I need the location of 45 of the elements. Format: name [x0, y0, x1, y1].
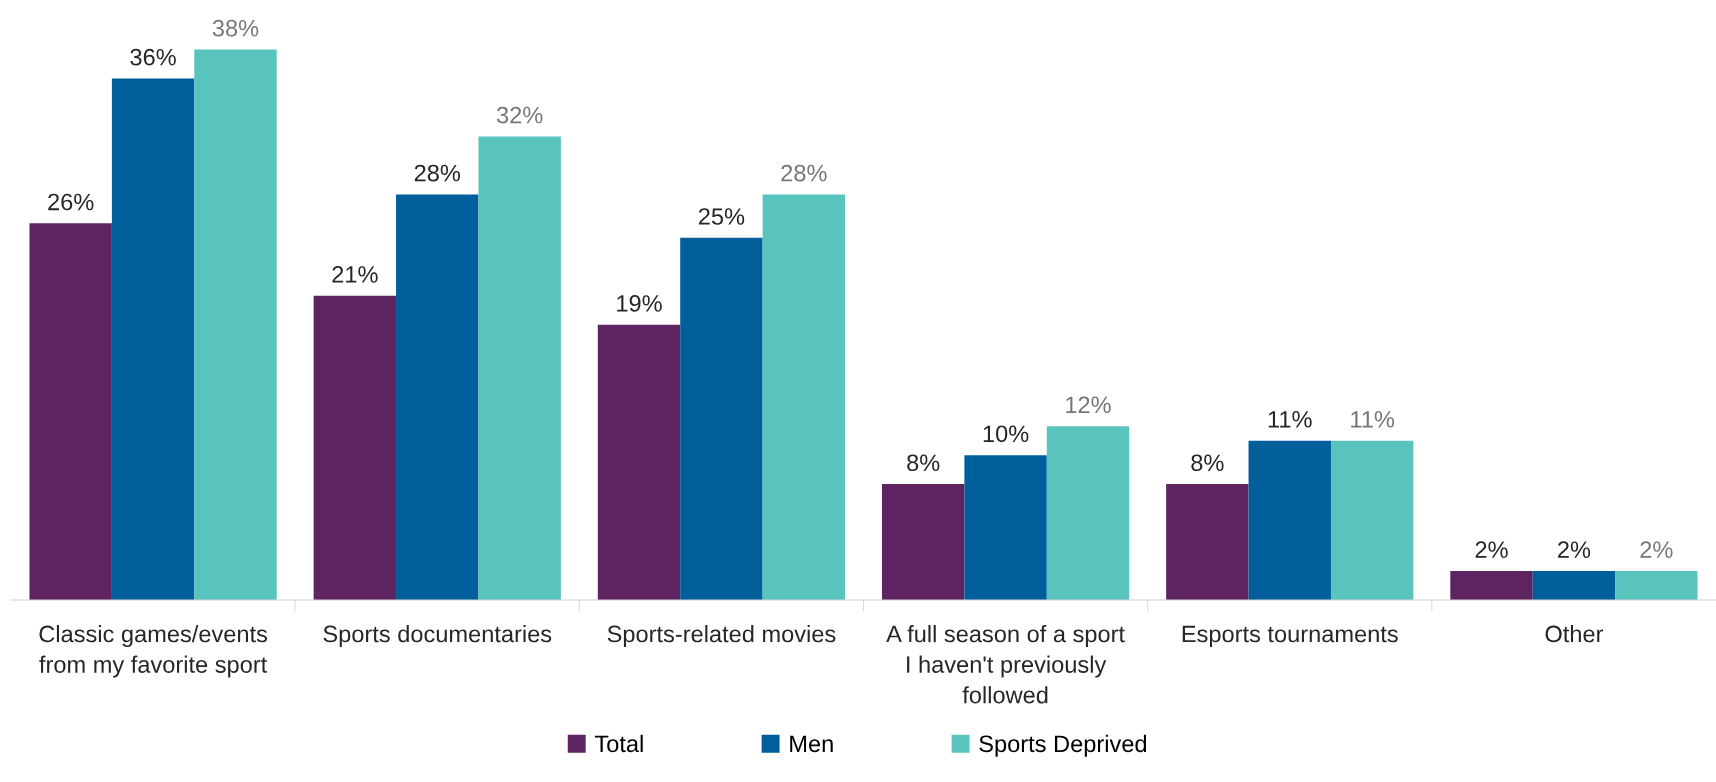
bar — [29, 223, 112, 600]
x-tick-label: Esports tournaments — [1182, 625, 1398, 648]
x-tick-label: Sports documentaries — [323, 625, 552, 648]
bar — [1248, 440, 1331, 600]
data-label: 12% — [1066, 396, 1111, 414]
data-label: 2% — [1558, 541, 1591, 558]
bar — [597, 324, 681, 600]
x-tick-label: A full season of a sport I haven't previously followed — [886, 625, 1125, 704]
bar — [680, 237, 763, 600]
data-label: 2% — [1475, 541, 1508, 558]
x-tick-label: Classic games/events from my favorite sport — [39, 625, 268, 678]
data-label: 2% — [1640, 541, 1673, 558]
data-label: 8% — [907, 454, 940, 472]
legend-label: Sports Deprived — [979, 734, 1147, 757]
bar — [396, 194, 479, 600]
bar — [1532, 571, 1616, 600]
bar — [881, 484, 965, 600]
x-tick-label: Other — [1545, 625, 1604, 643]
legend-label: Total — [594, 734, 643, 753]
data-label: 38% — [212, 19, 259, 37]
bar — [1615, 571, 1698, 600]
x-tick-label: Sports-related movies — [607, 625, 836, 648]
bar — [1330, 440, 1414, 600]
bar — [313, 295, 397, 600]
bar — [194, 49, 277, 600]
data-label: 11% — [1351, 411, 1395, 428]
bar — [111, 78, 195, 600]
data-label: 28% — [414, 164, 461, 182]
bar — [964, 455, 1047, 600]
bar — [478, 136, 561, 600]
data-label: 10% — [983, 425, 1029, 443]
legend-label: Men — [790, 735, 833, 753]
bar — [1046, 426, 1130, 600]
data-label: 21% — [332, 266, 378, 283]
data-label: 26% — [48, 193, 94, 211]
bar — [1166, 484, 1249, 600]
data-label: 32% — [496, 106, 543, 124]
data-label: 11% — [1268, 411, 1312, 428]
data-label: 25% — [698, 208, 745, 225]
data-label: 8% — [1191, 454, 1224, 472]
bar — [1450, 571, 1533, 600]
data-label: 19% — [617, 295, 662, 312]
bar — [762, 194, 846, 600]
data-label: 28% — [781, 164, 827, 182]
data-label: 36% — [130, 48, 176, 66]
